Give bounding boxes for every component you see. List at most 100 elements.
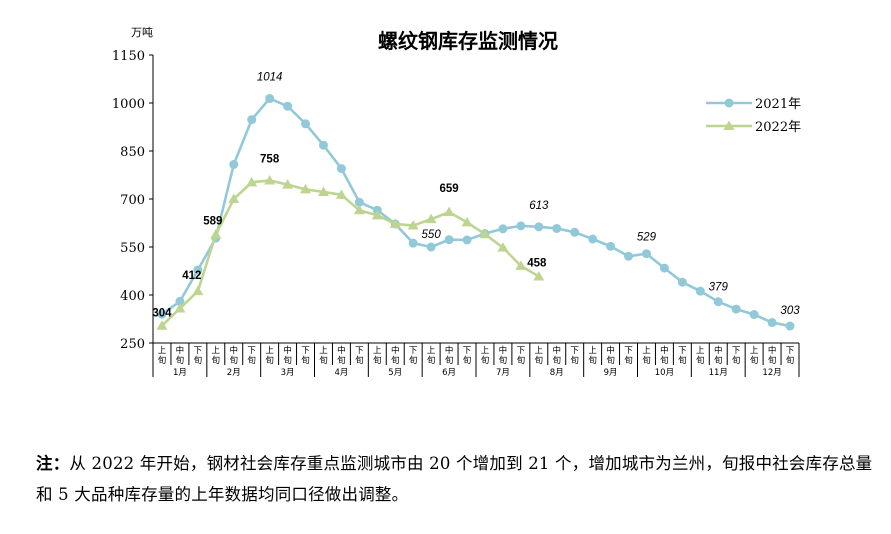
data-point bbox=[533, 270, 545, 281]
data-point bbox=[157, 309, 167, 319]
x-tick-label: 下旬 bbox=[624, 346, 633, 366]
axes: 25040055070085010001150上旬中旬下旬上旬中旬下旬上旬中旬下… bbox=[112, 49, 800, 378]
y-tick-label: 850 bbox=[120, 145, 145, 160]
y-tick-label: 700 bbox=[120, 193, 145, 208]
x-tick-label: 下旬 bbox=[732, 346, 741, 366]
data-point bbox=[283, 101, 293, 111]
x-tick-label: 中旬 bbox=[337, 345, 346, 366]
x-tick-label: 下旬 bbox=[409, 346, 418, 366]
data-point bbox=[785, 321, 795, 331]
data-label: 758 bbox=[260, 153, 280, 165]
data-point bbox=[175, 296, 185, 306]
x-tick-label: 上旬 bbox=[319, 346, 328, 366]
x-tick-label: 上旬 bbox=[481, 346, 490, 366]
x-tick-label: 上旬 bbox=[265, 346, 274, 366]
footnote-text: 从 2022 年开始，钢材社会库存重点监测城市由 20 个增加到 21 个，增加… bbox=[36, 454, 873, 504]
data-point bbox=[192, 285, 204, 296]
data-point bbox=[389, 218, 401, 228]
x-tick-label: 中旬 bbox=[660, 345, 669, 366]
x-month-label: 9月 bbox=[604, 368, 618, 378]
x-month-label: 1月 bbox=[173, 368, 187, 378]
y-tick-label: 1000 bbox=[112, 97, 145, 112]
x-tick-label: 上旬 bbox=[427, 346, 436, 366]
data-point bbox=[552, 223, 562, 233]
chart-title: 螺纹钢库存监测情况 bbox=[378, 29, 558, 53]
series-layer: 1014 550 613 529 379 303 304 412 589 758 659 458 bbox=[152, 72, 800, 331]
y-tick-label: 400 bbox=[120, 289, 145, 304]
data-point bbox=[265, 94, 275, 104]
x-month-label: 4月 bbox=[334, 368, 348, 378]
data-point bbox=[767, 318, 777, 328]
data-point bbox=[713, 297, 723, 307]
data-label: 304 bbox=[152, 308, 172, 320]
x-tick-label: 中旬 bbox=[768, 345, 777, 366]
legend-label: 2021年 bbox=[755, 97, 801, 112]
data-point bbox=[156, 320, 168, 330]
x-month-label: 8月 bbox=[550, 368, 564, 378]
data-point bbox=[371, 209, 383, 220]
x-tick-label: 中旬 bbox=[499, 345, 508, 366]
data-label: 303 bbox=[780, 305, 800, 317]
data-point bbox=[641, 249, 651, 259]
data-point bbox=[300, 183, 312, 194]
data-point bbox=[606, 241, 616, 251]
y-tick-label: 550 bbox=[120, 241, 145, 256]
data-label: 659 bbox=[439, 183, 458, 195]
legend: 2021年 2022年 bbox=[706, 97, 801, 135]
x-tick-label: 下旬 bbox=[355, 346, 364, 366]
data-point bbox=[282, 179, 294, 189]
data-point bbox=[461, 216, 473, 227]
data-point bbox=[695, 286, 705, 296]
x-tick-label: 上旬 bbox=[535, 346, 544, 366]
x-tick-label: 上旬 bbox=[588, 346, 597, 366]
x-tick-label: 下旬 bbox=[570, 346, 579, 366]
data-point bbox=[408, 238, 418, 248]
data-point bbox=[444, 235, 454, 245]
data-point bbox=[336, 164, 346, 174]
data-point bbox=[264, 174, 276, 185]
data-point bbox=[353, 204, 365, 215]
data-point bbox=[516, 221, 526, 231]
x-tick-label: 中旬 bbox=[606, 345, 615, 366]
series-2021: 1014 550 613 529 379 303 bbox=[157, 72, 800, 331]
x-tick-label: 上旬 bbox=[642, 346, 651, 366]
data-point bbox=[462, 235, 472, 245]
data-point bbox=[335, 189, 347, 199]
data-label: 458 bbox=[527, 257, 547, 269]
x-month-label: 3月 bbox=[281, 368, 295, 378]
series-2022: 304 412 589 758 659 458 bbox=[152, 153, 547, 330]
data-label: 589 bbox=[203, 216, 222, 228]
y-axis-unit-label: 万吨 bbox=[131, 26, 153, 39]
data-point bbox=[229, 159, 239, 169]
x-month-label: 10月 bbox=[655, 368, 674, 378]
x-tick-label: 中旬 bbox=[445, 345, 454, 366]
x-month-label: 7月 bbox=[496, 368, 510, 378]
x-tick-label: 上旬 bbox=[750, 346, 759, 366]
data-point bbox=[534, 222, 544, 232]
legend-label: 2022年 bbox=[755, 120, 801, 135]
data-label: 529 bbox=[637, 232, 657, 244]
data-point bbox=[570, 227, 580, 237]
data-point bbox=[301, 119, 311, 129]
data-point bbox=[677, 277, 687, 287]
data-point bbox=[247, 115, 257, 125]
x-tick-label: 中旬 bbox=[229, 345, 238, 366]
data-point bbox=[498, 224, 508, 234]
data-point bbox=[210, 229, 222, 239]
data-point bbox=[246, 176, 258, 187]
x-tick-label: 中旬 bbox=[391, 345, 400, 366]
data-point bbox=[479, 228, 491, 239]
chart: 螺纹钢库存监测情况 万吨 25040055070085010001150上旬中旬… bbox=[112, 26, 801, 378]
x-tick-label: 上旬 bbox=[158, 346, 167, 366]
data-point bbox=[193, 265, 203, 275]
data-point bbox=[588, 234, 598, 244]
data-point bbox=[659, 263, 669, 273]
data-label: 379 bbox=[709, 282, 729, 294]
footnote-label: 注： bbox=[36, 454, 70, 473]
x-month-label: 12月 bbox=[762, 368, 781, 378]
x-tick-label: 上旬 bbox=[696, 346, 705, 366]
x-tick-label: 下旬 bbox=[194, 346, 203, 366]
data-point bbox=[515, 260, 527, 270]
x-tick-label: 中旬 bbox=[714, 345, 723, 366]
data-point bbox=[354, 197, 364, 207]
